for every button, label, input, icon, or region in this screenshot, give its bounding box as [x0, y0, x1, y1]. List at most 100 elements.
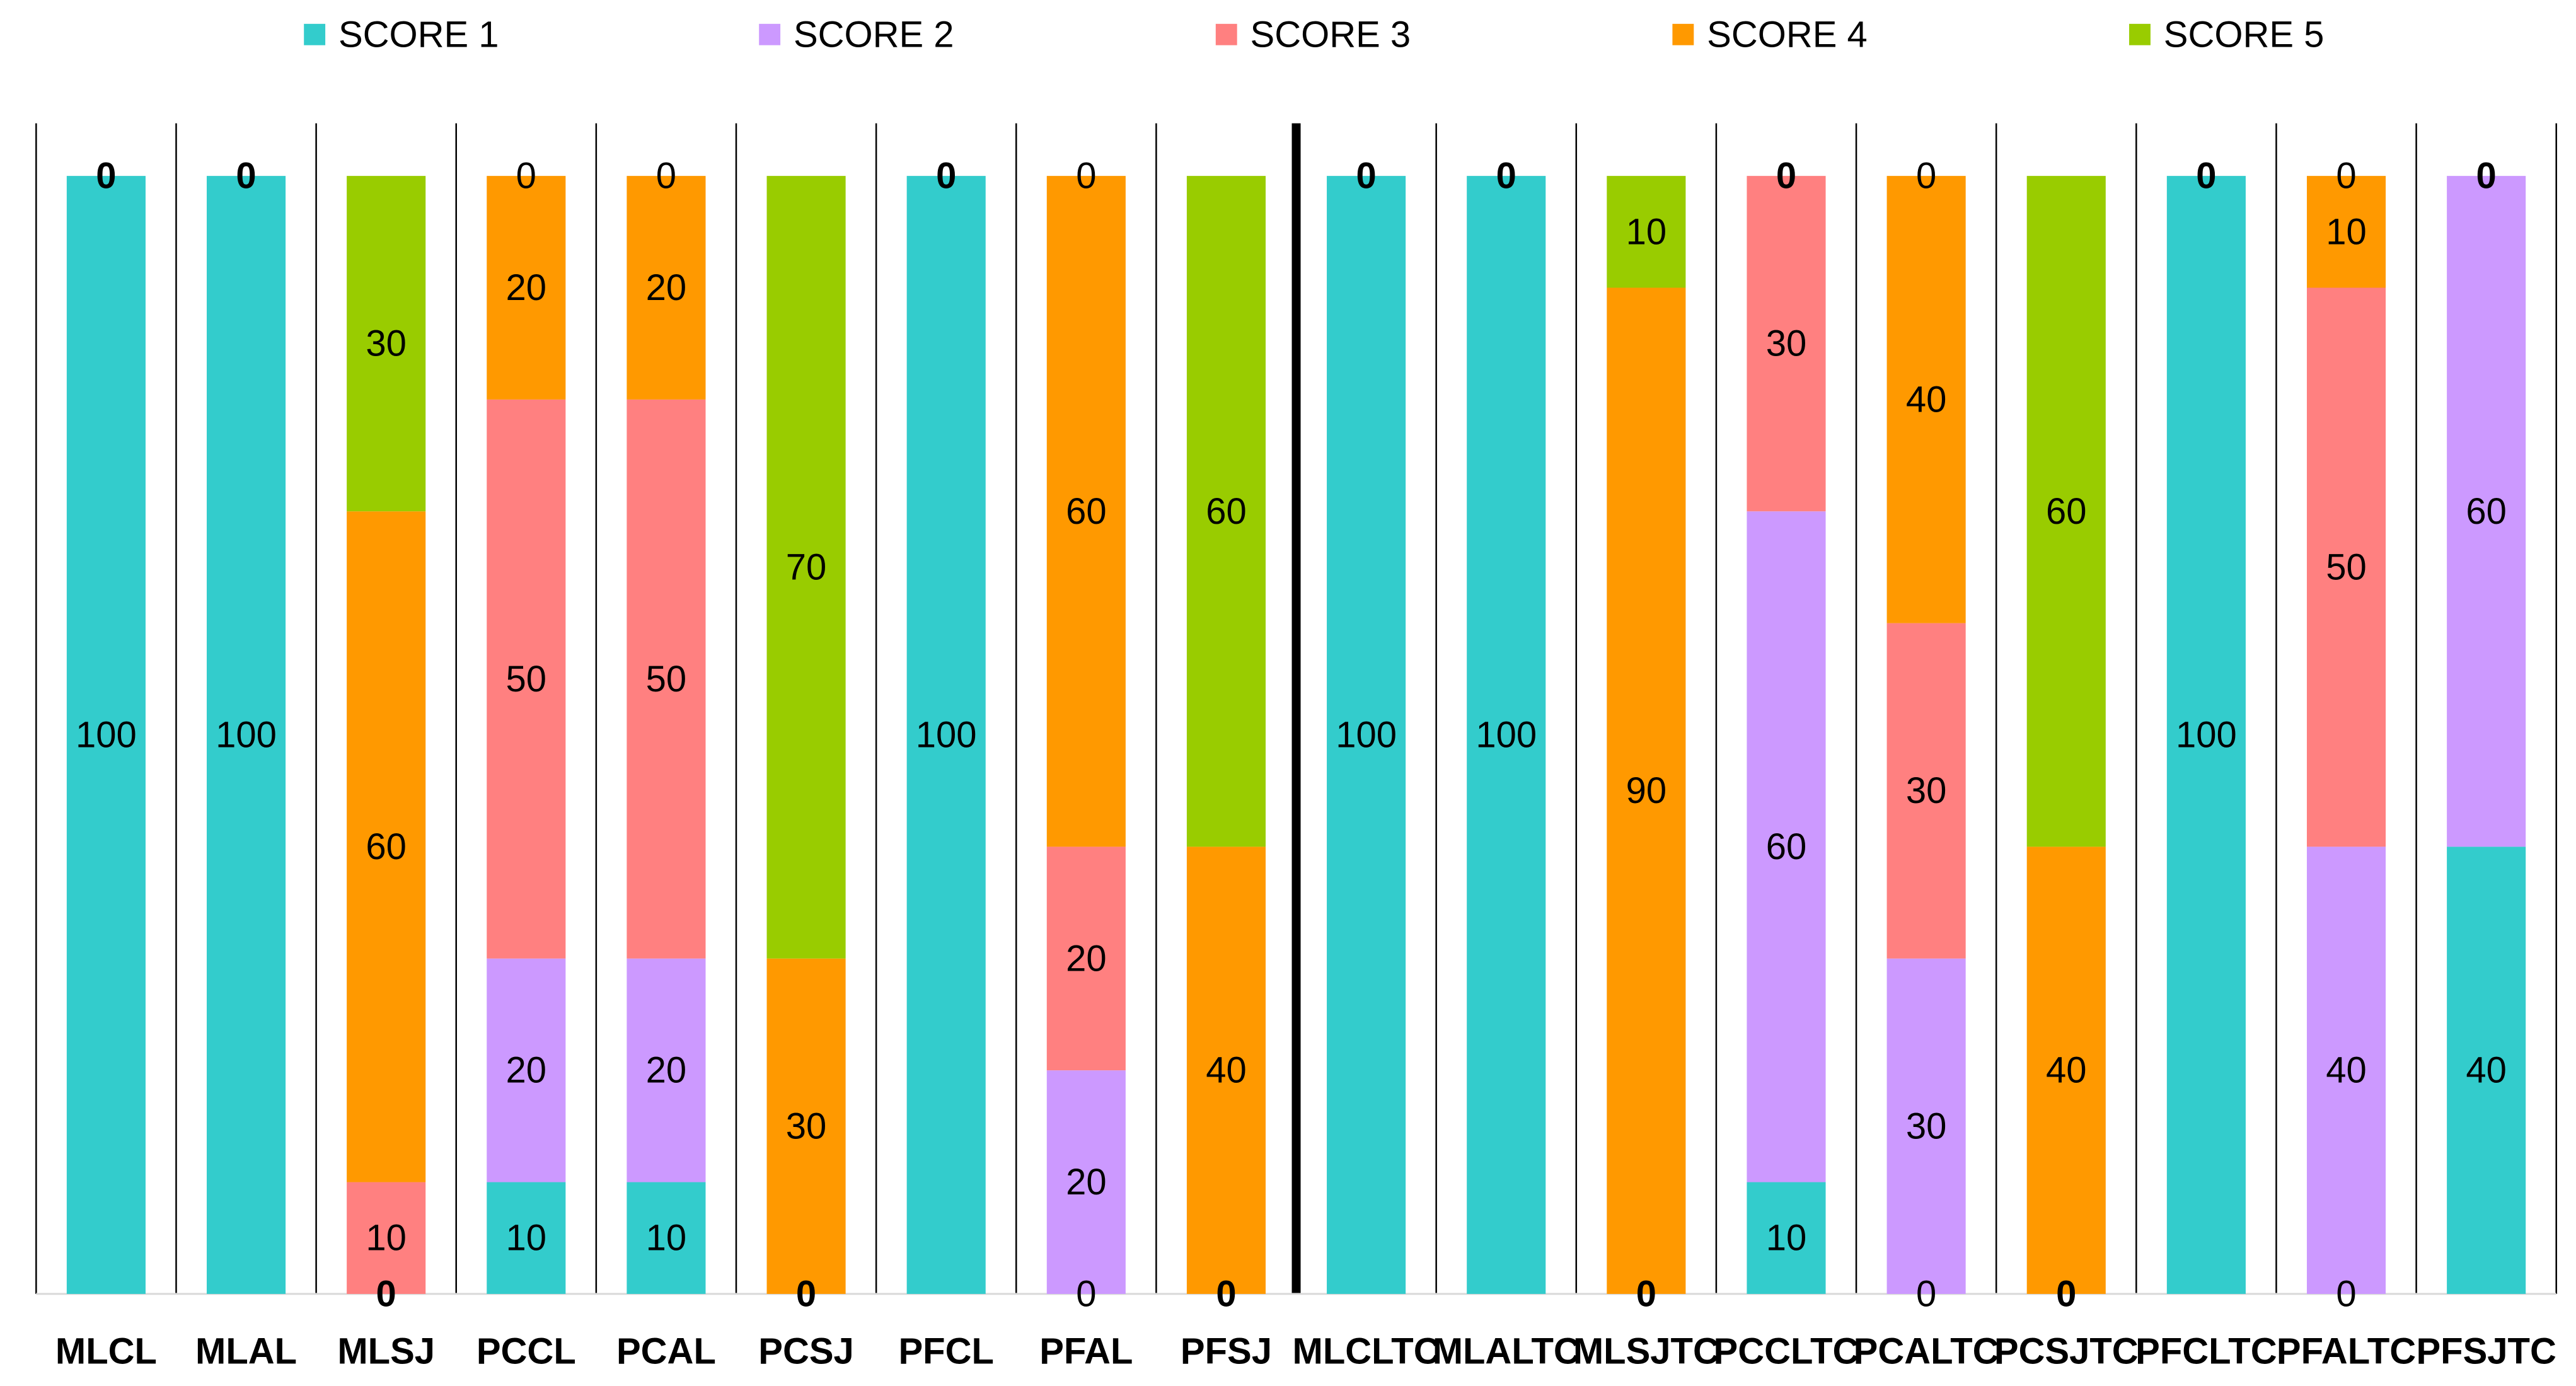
data-label-mlcltc-score-1: 100: [1336, 715, 1397, 756]
x-tick-pcsj: PCSJ: [758, 1331, 854, 1372]
x-tick-mlal: MLAL: [195, 1331, 297, 1372]
bars: [66, 176, 2526, 1294]
data-label-pfsjtc-score-5: 0: [2476, 156, 2497, 197]
data-label-pfaltc-score-2: 40: [2326, 1050, 2367, 1091]
data-label-pfcl-score-1: 100: [916, 715, 977, 756]
legend-swatch-score-5: [2129, 23, 2151, 45]
data-label-pfcltc-score-1: 100: [2176, 715, 2237, 756]
bar-pccl-score-4: [487, 176, 566, 400]
data-label-mlsjtc-score-4: 90: [1626, 770, 1667, 811]
category-separators: [35, 123, 2557, 1295]
data-label-pccl-score-2: 20: [506, 1050, 547, 1091]
bar-pccl-score-2: [487, 958, 566, 1182]
data-label-pfaltc-score-3: 50: [2326, 546, 2367, 587]
x-tick-pfaltc: PFALTC: [2277, 1331, 2416, 1372]
data-label-pfaltc-score-5: 0: [2336, 156, 2356, 197]
bar-pfaltc-score-4: [2306, 176, 2386, 288]
data-label-pccl-score-1: 10: [506, 1218, 547, 1259]
data-label-pfaltc-score-1: 0: [2336, 1273, 2356, 1314]
data-label-pcsjtc-score-1: 0: [2056, 1273, 2076, 1314]
data-label-pcsj-score-5: 70: [786, 546, 827, 587]
bar-pcsjtc-score-4: [2026, 846, 2106, 1294]
bar-mlsjtc-score-4: [1607, 287, 1686, 1294]
bar-pfsj-score-4: [1186, 846, 1266, 1294]
data-label-pcsjtc-score-5: 60: [2046, 491, 2087, 532]
bar-pcal-score-2: [627, 958, 706, 1182]
data-label-pfal-score-3: 20: [1066, 938, 1107, 979]
data-label-mlsjtc-score-1: 0: [1636, 1273, 1656, 1314]
bar-pfaltc-score-2: [2306, 846, 2386, 1294]
data-label-mlsjtc-score-5: 10: [1626, 211, 1667, 252]
data-label-pcaltc-score-4: 40: [1906, 379, 1947, 420]
data-label-mlsj-score-5: 30: [366, 323, 407, 364]
legend-swatch-score-1: [304, 23, 326, 45]
x-tick-pfal: PFAL: [1039, 1331, 1133, 1372]
bar-pfaltc-score-3: [2306, 287, 2386, 847]
data-label-pcal-score-4: 20: [646, 267, 687, 308]
data-label-pccl-score-3: 50: [506, 659, 547, 700]
bar-pcaltc-score-2: [1886, 958, 1966, 1294]
data-label-mlcltc-score-5: 0: [1356, 156, 1376, 197]
bar-pcsj-score-4: [766, 958, 846, 1294]
legend-label-score-5: SCORE 5: [2164, 14, 2325, 55]
data-label-pfal-score-1: 0: [1076, 1273, 1096, 1314]
data-label-pcsjtc-score-4: 40: [2046, 1050, 2087, 1091]
bar-pfcl-score-1: [906, 176, 986, 1294]
data-label-pfal-score-4: 60: [1066, 491, 1107, 532]
x-tick-pfcltc: PFCLTC: [2135, 1331, 2277, 1372]
data-label-pfsjtc-score-1: 40: [2466, 1050, 2507, 1091]
x-tick-mlsjtc: MLSJTC: [1573, 1331, 1719, 1372]
data-label-mlsj-score-3: 10: [366, 1218, 407, 1259]
data-label-pcal-score-1: 10: [646, 1218, 687, 1259]
bar-mlcl-score-1: [66, 176, 146, 1294]
x-tick-pccltc: PCCLTC: [1714, 1331, 1859, 1372]
data-label-pcsj-score-1: 0: [796, 1273, 816, 1314]
data-label-mlcl-score-5: 0: [96, 156, 116, 197]
legend-swatch-score-4: [1672, 23, 1694, 45]
bar-pfsjtc-score-1: [2447, 846, 2526, 1294]
data-label-mlal-score-1: 100: [216, 715, 277, 756]
bar-mlcltc-score-1: [1327, 176, 1406, 1294]
bar-pccltc-score-3: [1747, 176, 1826, 512]
x-tick-pccl: PCCL: [477, 1331, 576, 1372]
data-label-pcaltc-score-3: 30: [1906, 770, 1947, 811]
bar-pfsjtc-score-2: [2447, 176, 2526, 847]
bar-pcal-score-4: [627, 176, 706, 400]
legend-swatch-score-2: [759, 23, 781, 45]
data-label-pfal-score-5: 0: [1076, 156, 1096, 197]
data-label-pccltc-score-2: 60: [1766, 826, 1807, 867]
legend: SCORE 1 SCORE 2 SCORE 3 SCORE 4 SCORE 5: [304, 14, 2324, 55]
data-label-pfcl-score-5: 0: [936, 156, 956, 197]
bar-mlsj-score-4: [347, 511, 426, 1182]
bar-pfal-score-3: [1046, 846, 1126, 1071]
legend-label-score-4: SCORE 4: [1707, 14, 1868, 55]
data-label-pcal-score-2: 20: [646, 1050, 687, 1091]
bar-pfcltc-score-1: [2166, 176, 2246, 1294]
x-tick-mlcltc: MLCLTC: [1293, 1331, 1440, 1372]
data-label-pfsj-score-5: 60: [1206, 491, 1247, 532]
data-label-mlcl-score-1: 100: [76, 715, 137, 756]
bar-pcaltc-score-4: [1886, 176, 1966, 623]
data-label-pccl-score-5: 0: [516, 156, 536, 197]
x-tick-pfcl: PFCL: [898, 1331, 993, 1372]
bar-pcsj-score-5: [766, 176, 846, 959]
data-label-mlsj-score-4: 60: [366, 826, 407, 867]
bar-pccl-score-1: [487, 1182, 566, 1294]
data-label-pfaltc-score-4: 10: [2326, 211, 2367, 252]
data-label-pfal-score-2: 20: [1066, 1162, 1107, 1203]
x-tick-pfsj: PFSJ: [1181, 1331, 1272, 1372]
bar-pccltc-score-2: [1747, 511, 1826, 1182]
x-tick-mlaltc: MLALTC: [1433, 1331, 1580, 1372]
data-label-pcaltc-score-1: 0: [1916, 1273, 1936, 1314]
legend-swatch-score-3: [1215, 23, 1237, 45]
data-label-mlsj-score-1: 0: [376, 1273, 396, 1314]
data-label-mlaltc-score-1: 100: [1476, 715, 1537, 756]
bar-pccl-score-3: [487, 399, 566, 959]
data-label-pccl-score-4: 20: [506, 267, 547, 308]
legend-label-score-3: SCORE 3: [1250, 14, 1411, 55]
bar-pcsjtc-score-5: [2026, 176, 2106, 847]
bar-pcal-score-3: [627, 399, 706, 959]
data-label-pfsj-score-1: 0: [1216, 1273, 1236, 1314]
bar-mlsjtc-score-5: [1607, 176, 1686, 288]
